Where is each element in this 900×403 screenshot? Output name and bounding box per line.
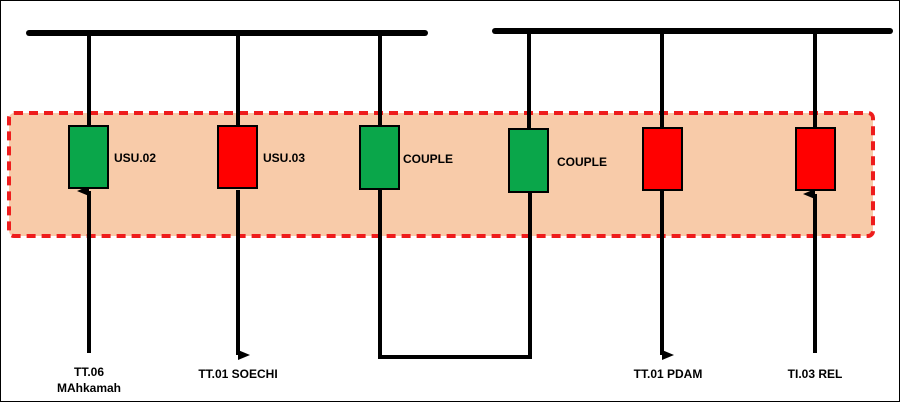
feeder-label-soechi: TT.01 SOECHI <box>198 367 277 381</box>
breaker-rel[interactable] <box>795 127 836 191</box>
breaker-label-usu-03: USU.03 <box>263 151 305 165</box>
breaker-couple-left[interactable] <box>359 125 400 190</box>
coupler-link <box>378 189 532 359</box>
switchgear-zone <box>7 111 875 238</box>
breaker-label-usu-02: USU.02 <box>114 151 156 165</box>
feeder-label-pdam: TT.01 PDAM <box>634 367 703 381</box>
breaker-label-couple-right: COUPLE <box>557 155 607 169</box>
feeder-label-rel: TI.03 REL <box>788 367 843 381</box>
breaker-couple-right[interactable] <box>508 128 549 193</box>
conductors <box>87 31 817 359</box>
breaker-usu-03[interactable] <box>217 125 258 189</box>
feeder-label-tt06: TT.06 <box>74 365 104 379</box>
breaker-usu-02[interactable] <box>68 125 109 189</box>
breaker-label-couple-left: COUPLE <box>403 152 453 166</box>
feeder-label-mahkamah: MAhkamah <box>57 381 121 395</box>
breaker-pdam[interactable] <box>642 127 683 191</box>
